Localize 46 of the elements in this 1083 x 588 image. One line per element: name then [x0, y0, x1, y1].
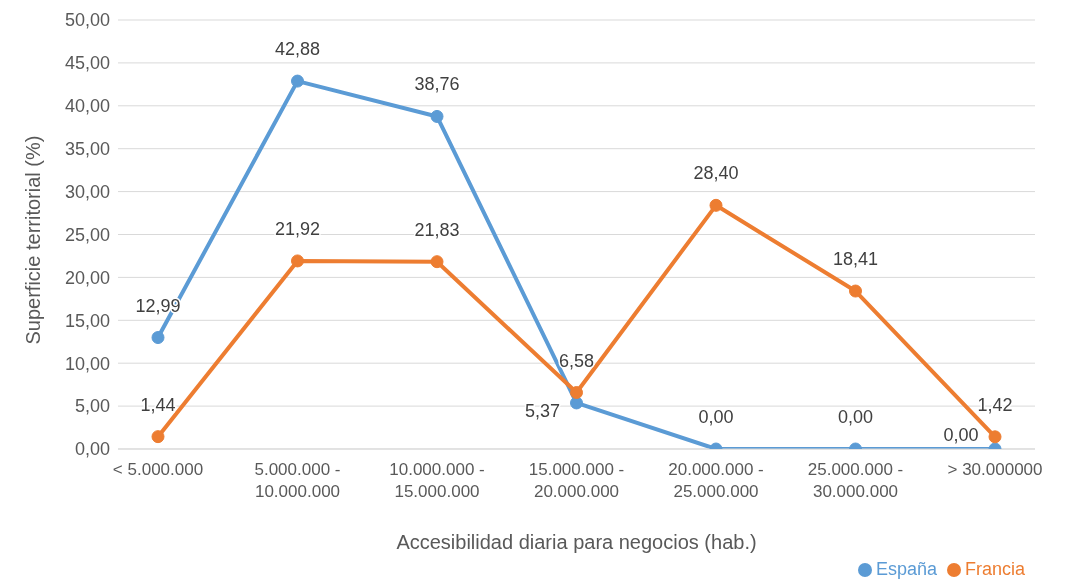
legend-label: Francia — [964, 559, 1025, 579]
point — [430, 255, 444, 269]
y-tick-label: 0,00 — [74, 439, 110, 460]
data-label: 0,00 — [698, 407, 734, 427]
point — [570, 396, 583, 410]
legend-label: España — [875, 559, 937, 579]
data-label: 21,92 — [274, 218, 321, 239]
y-tick-label: 5,00 — [74, 396, 110, 417]
y-tick-label: 25,00 — [64, 224, 110, 245]
data-label: 0,00 — [837, 407, 874, 427]
point — [291, 74, 304, 88]
point — [291, 254, 304, 268]
data-label: 42,88 — [274, 39, 321, 60]
y-tick-label: 45,00 — [64, 53, 110, 74]
y-tick-label: 40,00 — [64, 96, 110, 117]
data-label: 1,42 — [977, 394, 1013, 415]
x-tick-label: 15.000.000 - 20.000.000 — [528, 460, 625, 501]
x-tick-label: 5.000.000 - 10.000.000 — [254, 460, 341, 501]
x-tick-label: > 30.000000 — [947, 460, 1043, 479]
data-label: 5,37 — [524, 400, 561, 421]
y-tick-label: 20,00 — [64, 267, 110, 288]
data-label: 21,83 — [414, 219, 460, 240]
x-tick-label: 20.000.000 - 25.000.000 — [668, 460, 764, 501]
y-axis-title: Superficie territorial (%) — [22, 135, 45, 345]
y-tick-label: 15,00 — [64, 310, 110, 331]
point — [849, 284, 862, 298]
data-label: 28,40 — [693, 163, 739, 184]
point — [570, 386, 583, 400]
x-tick-label: 10.000.000 - 15.000.000 — [389, 460, 485, 501]
data-label: 38,76 — [414, 74, 460, 95]
data-label: 18,41 — [832, 249, 879, 270]
x-axis-title: Accesibilidad diaria para negocios (hab.) — [396, 531, 757, 553]
point — [151, 430, 165, 444]
y-tick-label: 35,00 — [64, 139, 110, 160]
data-label: 0,00 — [943, 425, 979, 445]
x-tick-label: < 5.000.000 — [112, 460, 204, 479]
x-tick-label: 25.000.000 - 30.000.000 — [807, 460, 904, 501]
y-tick-label: 10,00 — [64, 353, 110, 374]
point — [988, 430, 1002, 444]
y-tick-label: 50,00 — [64, 10, 110, 31]
y-tick-label: 30,00 — [64, 181, 110, 202]
point — [430, 109, 444, 123]
data-label: 6,58 — [558, 350, 595, 371]
point — [709, 198, 723, 212]
point — [151, 331, 165, 345]
data-label: 1,44 — [140, 394, 176, 415]
